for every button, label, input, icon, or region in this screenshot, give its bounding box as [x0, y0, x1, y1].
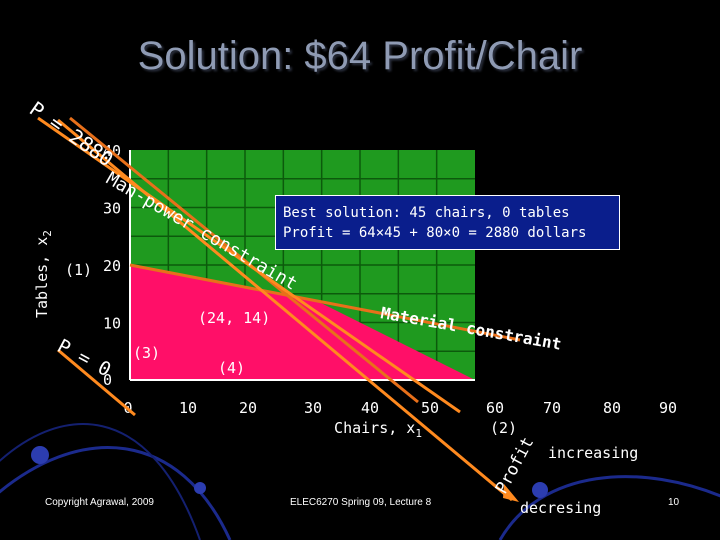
footer-course: ELEC6270 Spring 09, Lecture 8 — [290, 497, 432, 508]
y-axis-label: Tables, x2 — [33, 230, 54, 318]
material-constraint-line — [129, 263, 521, 342]
y-tick-label: 10 — [103, 315, 121, 333]
x-axis-label: Chairs, x1 — [334, 419, 422, 440]
profit-2880-label: P = 2880 — [25, 96, 118, 171]
profit-2880-line — [37, 116, 461, 414]
footer-copyright: Copyright Agrawal, 2009 — [45, 497, 154, 508]
profit-zero-label: P = 0 — [54, 335, 115, 381]
profit-zero-line — [57, 348, 136, 417]
callout-line-1: Best solution: 45 chairs, 0 tables — [283, 205, 570, 221]
vertex-label: (24, 14) — [198, 309, 270, 327]
x-tick-label: 10 — [179, 399, 197, 417]
y-tick-label: 20 — [103, 257, 121, 275]
x-tick-label: 40 — [361, 399, 379, 417]
x-tick-label: 70 — [543, 399, 561, 417]
constraint-label-2: (2) — [490, 419, 517, 437]
x-tick-label: 30 — [304, 399, 322, 417]
slide-title: Solution: $64 Profit/Chair — [137, 34, 583, 78]
feasible-region — [130, 265, 475, 380]
profit-direction-line — [57, 118, 513, 502]
best-solution-callout: Best solution: 45 chairs, 0 tables Profi… — [275, 195, 620, 250]
page-number: 10 — [668, 497, 680, 508]
callout-line-2: Profit = 64×45 + 80×0 = 2880 dollars — [283, 225, 587, 241]
profit-increasing-label: increasing — [548, 444, 638, 462]
x-tick-label: 80 — [603, 399, 621, 417]
y-tick-label: 0 — [103, 371, 112, 389]
x-tick-label: 90 — [659, 399, 677, 417]
x-tick-label: 50 — [421, 399, 439, 417]
constraint-label-3: (3) — [133, 344, 160, 362]
profit-decreasing-label: decresing — [520, 499, 601, 517]
x-tick-label: 20 — [239, 399, 257, 417]
y-tick-label: 30 — [103, 200, 121, 218]
profit-arrow-head — [503, 484, 519, 502]
profit-arrow-label: Profit — [492, 434, 538, 498]
x-tick-label: 60 — [486, 399, 504, 417]
constraint-label-1: (1) — [65, 261, 92, 279]
constraint-label-4: (4) — [218, 359, 245, 377]
